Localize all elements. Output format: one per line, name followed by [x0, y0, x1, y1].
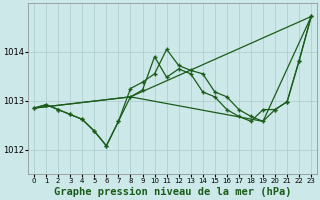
X-axis label: Graphe pression niveau de la mer (hPa): Graphe pression niveau de la mer (hPa) [54, 187, 292, 197]
